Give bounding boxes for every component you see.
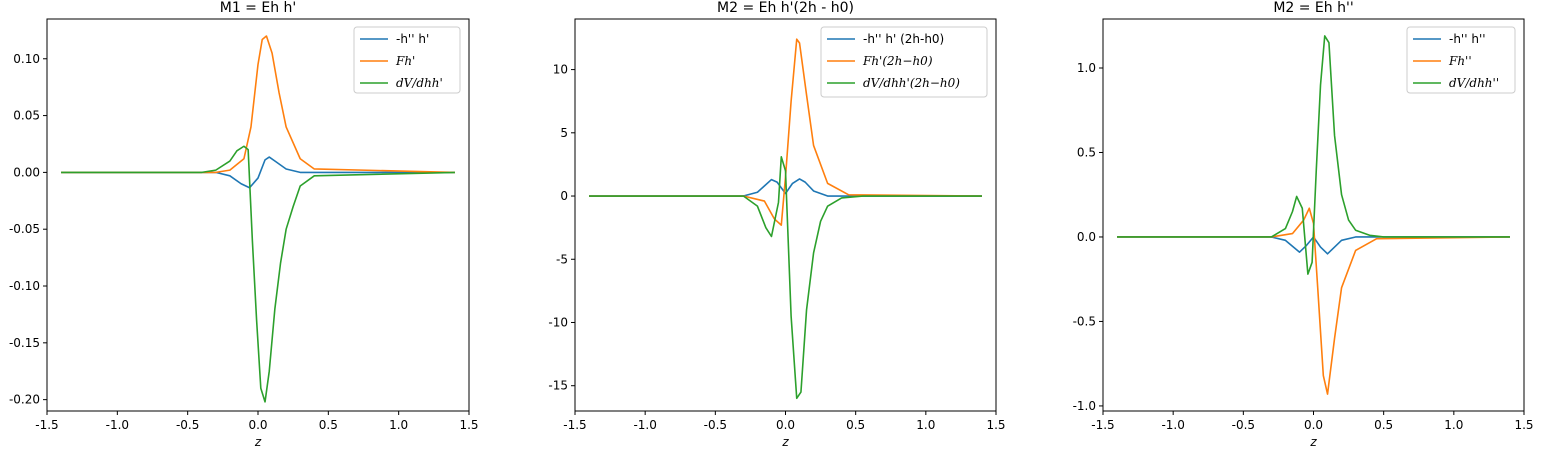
x-tick-label: 0.5 (846, 418, 865, 432)
legend-box (353, 26, 461, 94)
series-line-1 (589, 178, 982, 197)
y-tick-label: 1.0 (1077, 61, 1096, 75)
x-tick-label: -1.0 (1161, 418, 1184, 432)
x-tick-label: 1.0 (1444, 418, 1463, 432)
subplot-1: M1 = Eh h' -1.5 -1.0 -0.5 0.0 0.5 1.0 1.5 -0.20 -… (9, 0, 479, 449)
legend: -h'' h' (2h-h0) Fh'(2h−h0) dV/dhh'(2h−h0) (820, 26, 988, 98)
legend-label: -h'' h' (396, 32, 429, 46)
legend: -h'' h'' Fh'' dV/dhh'' (1406, 26, 1516, 94)
legend-label: dV/dhh' (396, 76, 443, 90)
x-tick-label: -0.5 (704, 418, 727, 432)
y-tick-label: 10 (553, 63, 568, 77)
legend-label: -h'' h'' (1449, 32, 1486, 46)
legend-box (1406, 26, 1516, 94)
y-tick-label: -15 (548, 379, 568, 393)
y-tick-label: -0.10 (9, 279, 40, 293)
y-tick-label: -1.0 (1073, 399, 1096, 413)
series-line-1 (1117, 236, 1510, 255)
legend: -h'' h' Fh' dV/dhh' (353, 26, 461, 94)
y-tick-label: 0.05 (13, 109, 40, 123)
x-axis-label: z (781, 435, 789, 449)
y-tick-label: 0 (560, 189, 568, 203)
plot-frame (1102, 18, 1525, 412)
plot-frame (46, 18, 470, 412)
x-tick-label: -1.5 (563, 418, 586, 432)
x-tick-label: 0.0 (776, 418, 795, 432)
x-tick-label: -0.5 (176, 418, 199, 432)
legend-label: Fh'(2h−h0) (862, 54, 933, 68)
legend-label: dV/dhh'(2h−h0) (863, 76, 960, 90)
x-tick-label: -1.0 (633, 418, 656, 432)
x-axis-label: z (254, 435, 262, 449)
x-tick-label: -1.0 (106, 418, 129, 432)
y-tick-label: 0.00 (13, 165, 40, 179)
x-tick-label: 1.0 (389, 418, 408, 432)
x-tick-label: 1.5 (1514, 418, 1533, 432)
y-tick-label: 5 (560, 126, 568, 140)
series-line-2 (589, 38, 982, 226)
legend-label: dV/dhh'' (1449, 76, 1499, 90)
legend-label: Fh'' (1448, 54, 1472, 68)
y-tick-label: -5 (556, 252, 568, 266)
legend-label: Fh' (395, 54, 415, 68)
x-tick-label: 0.5 (1374, 418, 1393, 432)
x-tick-label: -1.5 (35, 418, 58, 432)
chart-title: M2 = Eh h'(2h - h0) (717, 0, 854, 16)
series-line-3 (1117, 35, 1510, 275)
x-tick-label: -1.5 (1091, 418, 1114, 432)
y-tick-label: 0.5 (1077, 145, 1096, 159)
legend-label: -h'' h' (2h-h0) (863, 32, 944, 46)
y-tick-label: -0.15 (9, 336, 40, 350)
series-line-1 (61, 156, 455, 189)
subplot-2: M2 = Eh h'(2h - h0) -1.5 -1.0 -0.5 0.0 0.5 1.0… (548, 0, 1005, 449)
x-tick-label: 0.5 (319, 418, 338, 432)
x-tick-label: 0.0 (1304, 418, 1323, 432)
y-tick-label: -0.5 (1073, 314, 1096, 328)
x-tick-label: 1.5 (459, 418, 478, 432)
series-line-3 (61, 145, 455, 403)
series-line-2 (1117, 207, 1510, 395)
y-tick-label: -0.05 (9, 222, 40, 236)
x-axis-label: z (1309, 435, 1317, 449)
legend-box (820, 26, 988, 98)
x-tick-label: -0.5 (1232, 418, 1255, 432)
chart-title: M2 = Eh h'' (1273, 0, 1353, 16)
series-line-3 (589, 156, 982, 400)
y-tick-label: -0.20 (9, 393, 40, 407)
y-tick-label: -10 (548, 315, 568, 329)
y-tick-label: 0.0 (1077, 230, 1096, 244)
x-tick-label: 0.0 (248, 418, 267, 432)
subplot-3: M2 = Eh h'' -1.5 -1.0 -0.5 0.0 0.5 1.0 1.5 -1.0 -… (1073, 0, 1534, 449)
plot-frame (574, 18, 997, 412)
chart-title: M1 = Eh h' (220, 0, 297, 16)
y-tick-label: 0.10 (13, 52, 40, 66)
x-tick-label: 1.5 (986, 418, 1005, 432)
x-tick-label: 1.0 (916, 418, 935, 432)
series-line-2 (61, 35, 455, 174)
